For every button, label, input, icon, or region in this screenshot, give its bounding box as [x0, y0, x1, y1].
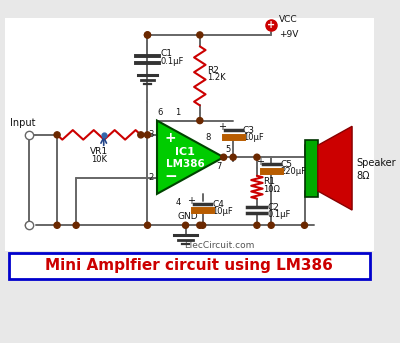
- Text: Mini Amplfier circuit using LM386: Mini Amplfier circuit using LM386: [46, 258, 333, 273]
- Text: IC1: IC1: [175, 146, 195, 156]
- Text: 8Ω: 8Ω: [357, 171, 370, 181]
- Circle shape: [144, 32, 150, 38]
- FancyBboxPatch shape: [8, 253, 370, 279]
- Text: R2: R2: [208, 66, 219, 75]
- Text: 6: 6: [157, 108, 162, 117]
- Text: +: +: [267, 21, 275, 31]
- Circle shape: [54, 222, 60, 228]
- Text: VR1: VR1: [90, 147, 108, 156]
- Text: 10Ω: 10Ω: [263, 185, 280, 193]
- Text: +: +: [256, 156, 264, 166]
- Circle shape: [197, 118, 203, 123]
- Circle shape: [144, 132, 150, 138]
- Text: LM386: LM386: [166, 159, 204, 169]
- Text: Speaker: Speaker: [357, 158, 396, 168]
- Circle shape: [54, 132, 60, 138]
- Text: ElecCircuit.com: ElecCircuit.com: [184, 241, 254, 250]
- Circle shape: [254, 222, 260, 228]
- Polygon shape: [157, 121, 224, 194]
- Circle shape: [200, 222, 206, 228]
- Text: +: +: [164, 131, 176, 145]
- Circle shape: [268, 222, 274, 228]
- Text: 3: 3: [148, 130, 153, 139]
- Text: C5: C5: [281, 160, 293, 169]
- Circle shape: [144, 222, 150, 228]
- Circle shape: [182, 222, 188, 228]
- Text: VCC: VCC: [279, 14, 298, 24]
- Text: 1.2K: 1.2K: [208, 73, 226, 82]
- Polygon shape: [318, 126, 352, 210]
- Circle shape: [197, 32, 203, 38]
- Text: C1: C1: [161, 49, 173, 59]
- Text: 8: 8: [205, 133, 210, 142]
- Text: 10μF: 10μF: [243, 133, 263, 142]
- FancyBboxPatch shape: [5, 18, 374, 251]
- Text: 220μF: 220μF: [281, 167, 307, 177]
- Circle shape: [230, 154, 236, 160]
- Text: 4: 4: [175, 198, 180, 207]
- Circle shape: [144, 32, 150, 38]
- Circle shape: [254, 154, 260, 160]
- Text: 10K: 10K: [91, 155, 107, 164]
- Text: Input: Input: [10, 118, 36, 128]
- Text: 0.1μF: 0.1μF: [161, 57, 184, 66]
- Circle shape: [197, 222, 203, 228]
- Circle shape: [73, 222, 79, 228]
- Text: 7: 7: [216, 162, 222, 171]
- FancyBboxPatch shape: [304, 140, 318, 197]
- Text: 10μF: 10μF: [212, 208, 233, 216]
- Text: C4: C4: [212, 200, 224, 209]
- Text: +9V: +9V: [279, 30, 298, 39]
- Circle shape: [220, 154, 227, 160]
- Text: C2: C2: [267, 203, 279, 212]
- Text: 1: 1: [175, 108, 180, 117]
- Text: +: +: [218, 122, 226, 132]
- Text: 5: 5: [226, 145, 231, 154]
- Text: 2: 2: [148, 173, 153, 182]
- Circle shape: [138, 132, 144, 138]
- Text: +: +: [187, 197, 195, 206]
- Text: C3: C3: [243, 126, 255, 134]
- Text: R1: R1: [263, 177, 275, 186]
- Text: GND: GND: [177, 212, 198, 222]
- Text: −: −: [164, 169, 177, 184]
- Circle shape: [302, 222, 308, 228]
- Circle shape: [26, 222, 32, 228]
- Text: 0.1μF: 0.1μF: [267, 210, 291, 219]
